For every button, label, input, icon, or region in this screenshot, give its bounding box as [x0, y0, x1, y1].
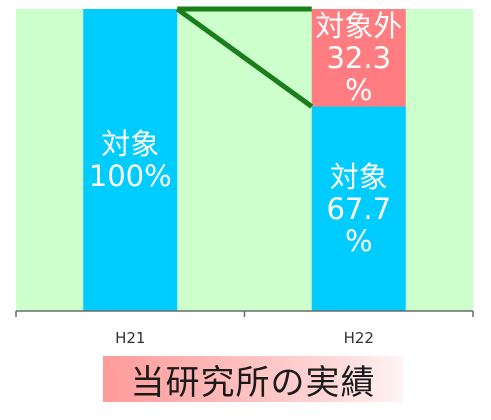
bar-H21-対象 — [83, 9, 178, 311]
data-label-line: 対象外 — [315, 9, 402, 43]
data-label-line: 67.7 — [326, 192, 391, 226]
data-label-H22-対象: 対象 67.7% — [326, 160, 391, 258]
data-label-line: 対象 — [330, 160, 388, 194]
data-label-H22-対象外: 対象外 32.3% — [315, 9, 402, 107]
chart-caption-box: 当研究所の実績 — [103, 356, 403, 403]
x-tick-label-H21: H21 — [115, 329, 145, 347]
connector-line-series — [175, 6, 314, 109]
data-label-line: 対象 — [101, 127, 159, 161]
data-label-line: 100% — [89, 159, 172, 193]
data-label-line: % — [345, 73, 373, 107]
bar-H22-対象 — [311, 106, 406, 312]
data-label-H21-対象: 対象 100% — [89, 127, 172, 193]
x-tick-label-H22: H22 — [344, 329, 374, 347]
bar-H22-対象外 — [311, 9, 406, 107]
data-label-line: % — [345, 224, 373, 258]
data-label-line: 32.3 — [326, 41, 391, 75]
chart-caption: 当研究所の実績 — [130, 362, 376, 403]
